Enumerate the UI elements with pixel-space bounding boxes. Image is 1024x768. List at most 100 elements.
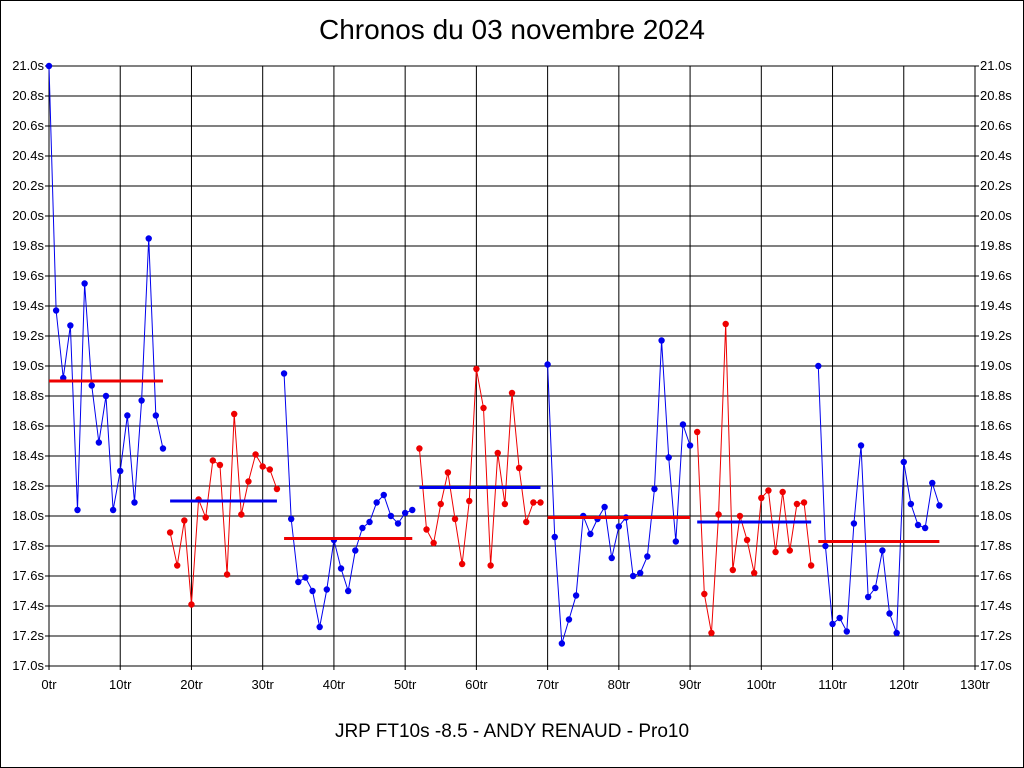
data-point <box>843 628 850 635</box>
data-point <box>444 469 452 476</box>
series-7 <box>815 362 943 637</box>
data-point <box>501 500 509 508</box>
data-point <box>437 500 444 508</box>
data-point <box>736 512 744 520</box>
data-point <box>722 320 729 328</box>
data-point <box>181 517 188 524</box>
data-point <box>850 520 858 527</box>
y-tick-label-left: 20.2s <box>12 178 44 193</box>
series-line <box>817 365 940 634</box>
y-tick-label-right: 17.8s <box>980 538 1012 553</box>
data-point <box>822 542 829 550</box>
y-tick-label-right: 20.8s <box>980 88 1012 103</box>
data-point <box>515 464 523 472</box>
series-line <box>48 65 164 511</box>
data-point <box>480 404 487 412</box>
data-point <box>936 502 943 509</box>
data-point <box>74 506 81 514</box>
y-tick-label-right: 18.8s <box>980 388 1012 403</box>
y-tick-label-right: 18.4s <box>980 448 1012 463</box>
y-axis-left-labels: 17.0s 17.2s 17.4s 17.6s 17.8s 18.0s 18.2s 18.4s… <box>12 58 44 673</box>
data-point <box>665 454 672 461</box>
data-point <box>117 467 124 475</box>
y-tick-label-right: 19.2s <box>980 328 1012 343</box>
data-point <box>886 610 893 617</box>
y-tick-label-right: 19.0s <box>980 358 1012 373</box>
y-tick-label-left: 18.6s <box>12 418 44 433</box>
series-line <box>169 413 278 605</box>
data-point <box>558 640 566 647</box>
data-point <box>715 511 722 518</box>
data-point <box>202 514 209 521</box>
data-point <box>644 553 651 560</box>
x-tick-label: 110tr <box>818 677 847 692</box>
data-point <box>786 547 793 554</box>
y-tick-label-left: 17.0s <box>12 658 44 673</box>
data-point <box>672 538 680 545</box>
y-tick-label-left: 18.4s <box>12 448 44 463</box>
data-point <box>750 569 758 577</box>
data-point <box>280 370 288 377</box>
data-point <box>530 499 537 506</box>
plot-border <box>48 65 976 667</box>
data-point <box>245 478 252 485</box>
data-point <box>829 620 836 628</box>
data-point <box>523 518 530 526</box>
data-point <box>544 361 551 368</box>
y-axis-right-labels: 17.0s 17.2s 17.4s 17.6s 17.8s 18.0s 18.2s 18.4s… <box>980 58 1012 673</box>
y-tick-label-right: 19.8s <box>980 238 1012 253</box>
data-point <box>772 548 779 556</box>
y-tick-label-left: 19.4s <box>12 298 44 313</box>
data-point <box>537 499 544 506</box>
x-tick-label: 60tr <box>465 677 488 692</box>
data-point <box>131 499 138 506</box>
data-point <box>138 397 145 404</box>
data-point <box>359 524 366 532</box>
series-3 <box>280 370 416 631</box>
data-point <box>88 382 95 389</box>
y-tick-label-left: 20.8s <box>12 88 44 103</box>
x-tick-label: 40tr <box>323 677 346 692</box>
series-1 <box>45 62 167 514</box>
data-point <box>430 539 437 547</box>
data-point <box>629 572 637 580</box>
data-point <box>273 485 281 493</box>
data-point <box>701 590 708 598</box>
data-point <box>900 458 907 466</box>
x-tick-label: 120tr <box>889 677 919 692</box>
data-point <box>287 515 295 523</box>
data-point <box>109 506 117 514</box>
data-point <box>145 235 152 242</box>
y-tick-label-right: 20.2s <box>980 178 1012 193</box>
data-point <box>166 529 174 536</box>
y-tick-label-left: 18.0s <box>12 508 44 523</box>
x-tick-label: 90tr <box>679 677 702 692</box>
data-point <box>686 442 694 449</box>
data-point <box>658 337 665 344</box>
data-point <box>216 461 224 469</box>
data-point <box>380 491 387 499</box>
data-point <box>551 533 558 541</box>
data-point <box>587 530 594 538</box>
y-tick-label-left: 19.2s <box>12 328 44 343</box>
data-point <box>337 565 345 572</box>
data-point <box>487 562 494 569</box>
data-point <box>309 587 316 595</box>
y-tick-label-left: 18.2s <box>12 478 44 493</box>
data-point <box>423 526 430 533</box>
y-tick-label-left: 20.4s <box>12 148 44 163</box>
y-tick-label-left: 17.2s <box>12 628 44 643</box>
y-tick-label-right: 19.4s <box>980 298 1012 313</box>
data-point <box>857 442 865 449</box>
data-point <box>729 566 737 574</box>
y-tick-label-right: 18.0s <box>980 508 1012 523</box>
y-tick-label-left: 19.0s <box>12 358 44 373</box>
data-point <box>836 614 843 622</box>
data-point <box>81 280 88 287</box>
y-tick-label-right: 17.0s <box>980 658 1012 673</box>
y-tick-label-left: 18.8s <box>12 388 44 403</box>
y-tick-label-left: 17.4s <box>12 598 44 613</box>
series-2 <box>166 410 281 608</box>
data-point <box>316 623 323 631</box>
data-point <box>914 521 922 529</box>
